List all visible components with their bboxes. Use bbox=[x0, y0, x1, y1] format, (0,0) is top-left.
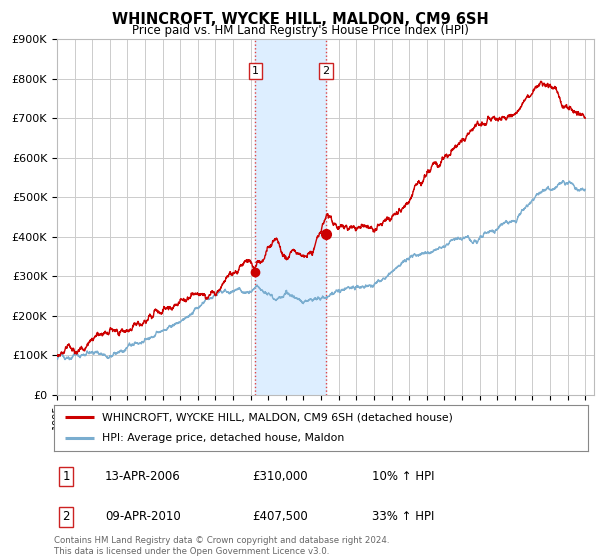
Text: 09-APR-2010: 09-APR-2010 bbox=[105, 510, 181, 524]
Text: £407,500: £407,500 bbox=[252, 510, 308, 524]
Text: Price paid vs. HM Land Registry's House Price Index (HPI): Price paid vs. HM Land Registry's House … bbox=[131, 24, 469, 36]
Text: £310,000: £310,000 bbox=[252, 470, 308, 483]
Text: 2: 2 bbox=[322, 66, 329, 76]
Text: 1: 1 bbox=[252, 66, 259, 76]
Text: HPI: Average price, detached house, Maldon: HPI: Average price, detached house, Mald… bbox=[102, 433, 344, 444]
Text: 2: 2 bbox=[62, 510, 70, 524]
Text: Contains HM Land Registry data © Crown copyright and database right 2024.
This d: Contains HM Land Registry data © Crown c… bbox=[54, 536, 389, 556]
Text: 13-APR-2006: 13-APR-2006 bbox=[105, 470, 181, 483]
Bar bbox=[256, 39, 326, 395]
Text: WHINCROFT, WYCKE HILL, MALDON, CM9 6SH: WHINCROFT, WYCKE HILL, MALDON, CM9 6SH bbox=[112, 12, 488, 27]
Text: 33% ↑ HPI: 33% ↑ HPI bbox=[372, 510, 434, 524]
Text: WHINCROFT, WYCKE HILL, MALDON, CM9 6SH (detached house): WHINCROFT, WYCKE HILL, MALDON, CM9 6SH (… bbox=[102, 412, 453, 422]
Text: 10% ↑ HPI: 10% ↑ HPI bbox=[372, 470, 434, 483]
Text: 1: 1 bbox=[62, 470, 70, 483]
